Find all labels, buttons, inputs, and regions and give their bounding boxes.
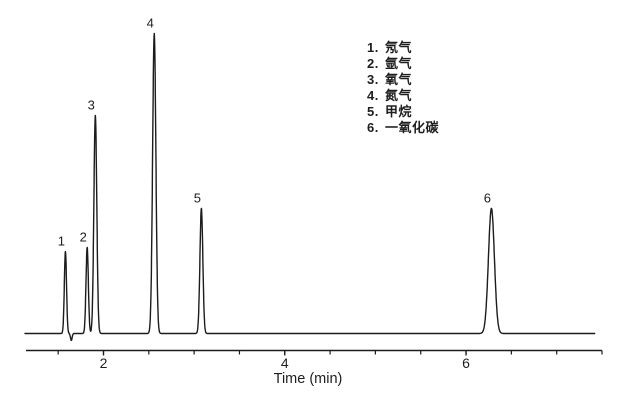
peak-number-label: 2 [80,229,87,244]
legend-item-number: 2. [367,56,379,71]
legend-item-name: 氩气 [385,56,413,71]
x-tick-label: 2 [100,355,108,371]
legend-item: 3. 氧气 [367,72,439,88]
legend-item-number: 5. [367,104,379,119]
legend-item: 4. 氮气 [367,88,439,104]
legend-item-number: 1. [367,40,379,55]
x-tick-label: 4 [281,355,289,371]
peak-number-label: 1 [58,234,65,249]
legend-item-name: 一氧化碳 [385,120,440,135]
x-axis-title: Time (min) [273,371,343,387]
peak-number-label: 5 [194,190,201,205]
peak-number-label: 3 [88,97,95,112]
legend-item-name: 氖气 [385,40,413,55]
peak-number-label: 4 [147,16,154,31]
peak-number-label: 6 [484,190,491,205]
legend-item-number: 3. [367,72,379,87]
legend-item: 1. 氖气 [367,40,439,56]
peak-legend: 1. 氖气 2. 氩气 3. 氧气 4. 氮气 5. 甲烷 6. 一氧化碳 [367,40,439,136]
legend-item-name: 氮气 [385,88,413,103]
signal-trace [24,32,596,342]
x-tick-label: 6 [462,355,470,371]
legend-item-name: 氧气 [385,72,413,87]
legend-item: 5. 甲烷 [367,104,439,120]
legend-item: 2. 氩气 [367,56,439,72]
legend-item-name: 甲烷 [385,104,413,119]
legend-item: 6. 一氧化碳 [367,120,439,136]
legend-item-number: 6. [367,120,379,135]
legend-item-number: 4. [367,88,379,103]
